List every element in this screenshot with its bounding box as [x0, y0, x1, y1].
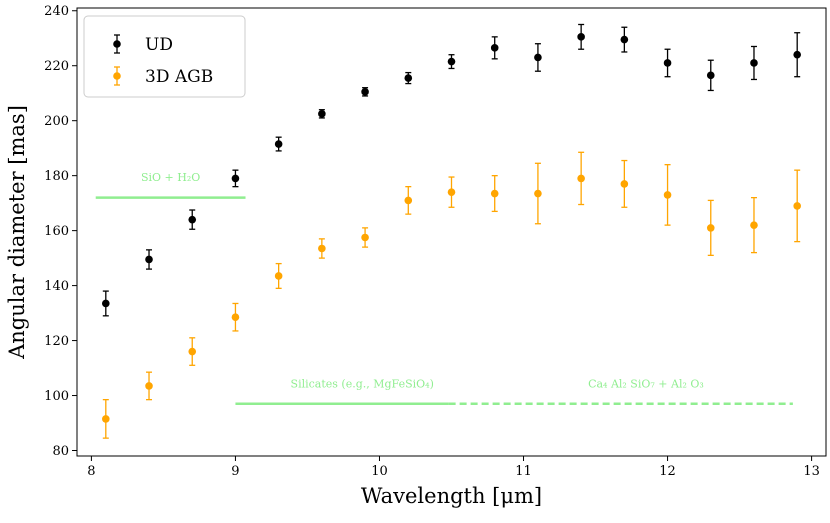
x-axis-title: Wavelength [μm] [361, 484, 542, 508]
plot-frame [76, 7, 827, 457]
annotation-label: SiO + H₂O [141, 171, 200, 184]
y-tick-label: 120 [44, 334, 69, 349]
data-point [102, 415, 110, 423]
data-point [404, 74, 413, 82]
y-tick-label: 180 [44, 169, 69, 184]
data-point [102, 299, 110, 308]
annotations: SiO + H₂O Silicates (e.g., MgFeSiO₄) Ca₄ A… [95, 171, 793, 406]
y-tick-label: 80 [52, 444, 69, 459]
data-point [706, 224, 715, 232]
legend: UD 3D AGB [83, 15, 246, 98]
y-tick-label: 240 [44, 4, 69, 19]
annotation-label: Silicates (e.g., MgFeSiO₄) [291, 377, 434, 390]
x-tick-label: 12 [659, 464, 676, 479]
data-point [274, 140, 283, 148]
data-point [231, 174, 240, 183]
data-point [534, 189, 542, 198]
data-point [706, 71, 715, 80]
data-point [361, 88, 369, 96]
data-point [447, 188, 456, 196]
data-point [750, 59, 758, 67]
data-point [793, 202, 801, 210]
y-tick-label: 100 [44, 389, 69, 404]
data-point [404, 196, 413, 205]
data-point [620, 35, 629, 44]
axes: 8 9 10 11 12 13 80 100 120 140 160 180 200 220 240 Wave… [5, 4, 820, 508]
y-tick-label: 220 [44, 59, 69, 74]
data-point [577, 174, 585, 183]
data-point [274, 272, 283, 280]
data-point [188, 347, 197, 356]
data-layer [102, 23, 801, 439]
data-point [188, 215, 197, 224]
data-point [620, 180, 629, 188]
data-point [490, 189, 499, 198]
data-point [318, 110, 326, 118]
plot-border [76, 7, 827, 457]
legend-marker [113, 40, 121, 48]
data-point [361, 233, 369, 242]
x-tick-label: 10 [371, 464, 388, 479]
x-tick-label: 13 [803, 464, 820, 479]
data-point [447, 57, 456, 66]
data-point [145, 382, 153, 390]
legend-box [83, 15, 246, 98]
data-point [534, 53, 542, 62]
legend-marker [113, 72, 121, 80]
data-point [490, 44, 499, 52]
data-point [231, 313, 240, 322]
data-point [663, 59, 672, 67]
y-axis-title: Angular diameter [mas] [5, 105, 29, 360]
data-point [145, 255, 153, 264]
x-tick-label: 8 [87, 464, 95, 479]
annotation-label: Ca₄ Al₂ SiO₇ + Al₂ O₃ [588, 377, 704, 390]
data-point [318, 244, 326, 253]
x-tick-label: 11 [515, 464, 532, 479]
data-point [577, 33, 585, 41]
data-point [750, 221, 758, 229]
x-tick-label: 9 [231, 464, 239, 479]
data-point [793, 50, 801, 59]
legend-label: 3D AGB [145, 67, 213, 87]
y-tick-label: 200 [44, 114, 69, 129]
y-tick-label: 160 [44, 224, 69, 239]
legend-label: UD [145, 35, 173, 55]
data-point [663, 191, 672, 199]
y-tick-label: 140 [44, 279, 69, 294]
